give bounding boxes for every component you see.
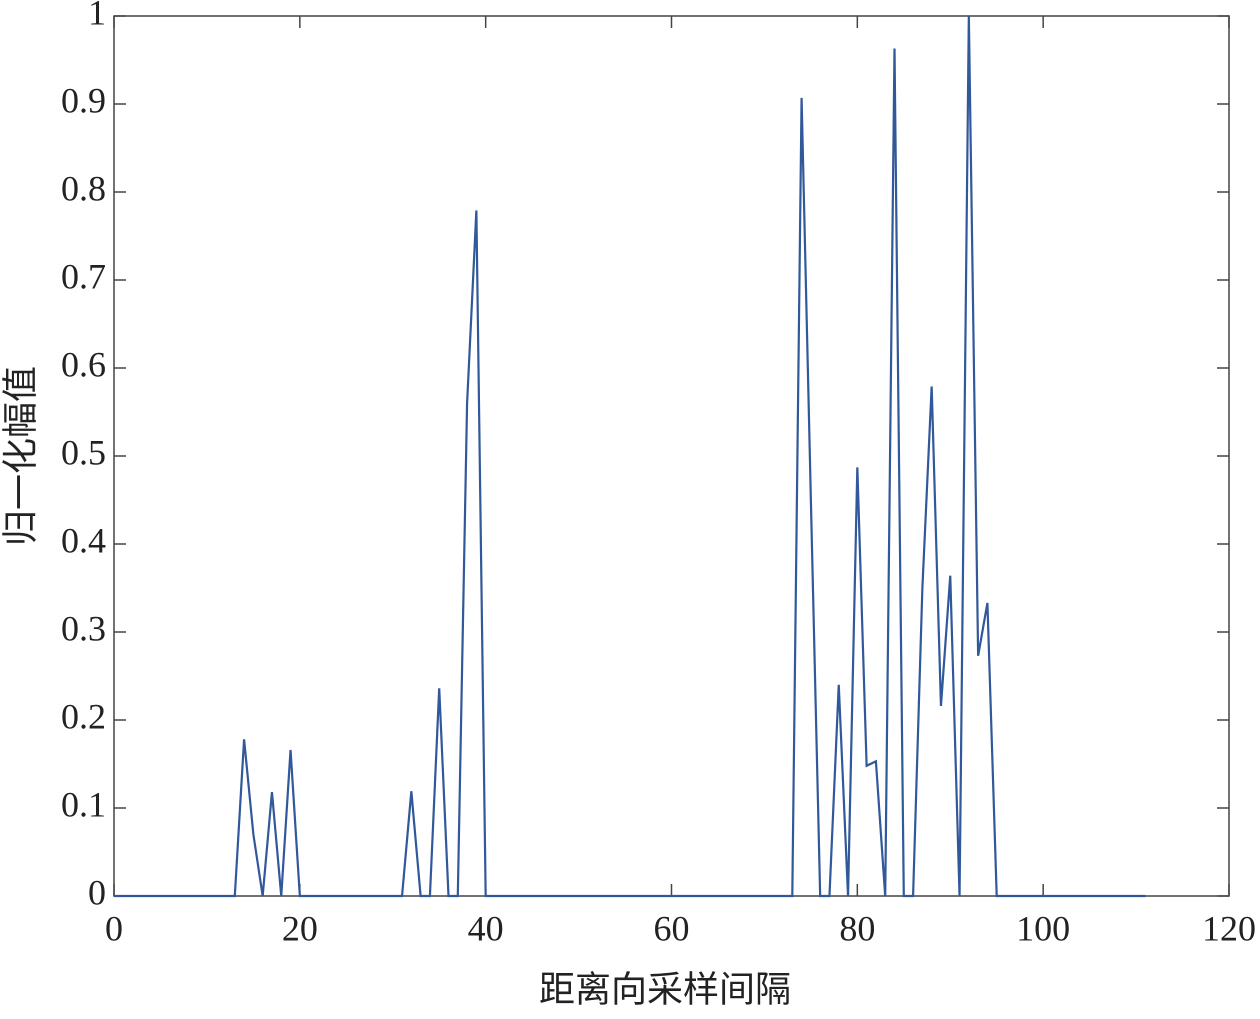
x-tick-label: 0 xyxy=(105,908,123,948)
y-tick-label: 0.5 xyxy=(61,432,106,472)
y-tick-label: 0.3 xyxy=(61,608,106,648)
x-axis-label: 距离向采样间隔 xyxy=(539,969,791,1009)
y-tick-label: 1 xyxy=(88,0,106,32)
x-tick-label: 60 xyxy=(654,908,690,948)
y-tick-label: 0.6 xyxy=(61,344,106,384)
y-tick-label: 0 xyxy=(88,872,106,912)
x-tick-label: 80 xyxy=(839,908,875,948)
y-tick-label: 0.2 xyxy=(61,696,106,736)
data-line xyxy=(114,15,1146,898)
plot-frame xyxy=(113,15,1230,897)
y-tick-label: 0.8 xyxy=(61,168,106,208)
x-tick-label: 20 xyxy=(282,908,318,948)
y-tick-label: 0.7 xyxy=(61,256,106,296)
x-tick-label: 100 xyxy=(1016,908,1070,948)
y-tick-label: 0.1 xyxy=(61,784,106,824)
y-axis-label: 归一化幅值 xyxy=(0,366,40,546)
y-tick-label: 0.4 xyxy=(61,520,106,560)
x-tick-label: 40 xyxy=(468,908,504,948)
x-tick-label: 120 xyxy=(1202,908,1256,948)
y-tick-label: 0.9 xyxy=(61,80,106,120)
